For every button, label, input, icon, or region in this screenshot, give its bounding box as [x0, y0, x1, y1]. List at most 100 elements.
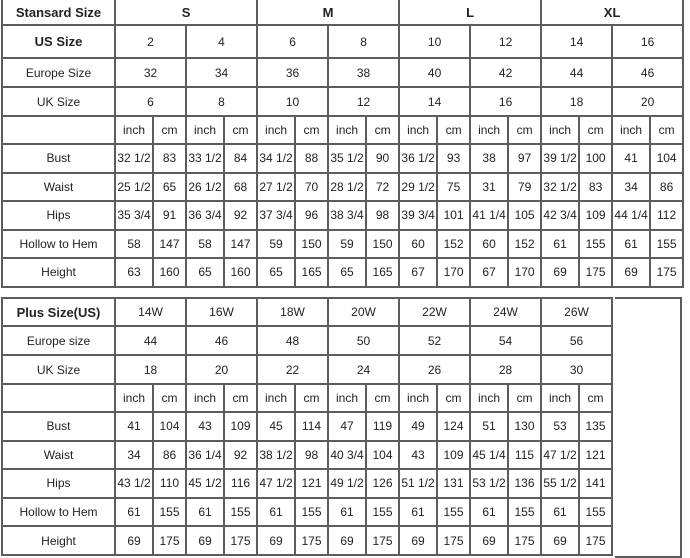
measurement-value: 39 3/4 [398, 200, 439, 231]
units-row: inch cm inch cm inch cm inch cm inch cm inch cm inch… [1, 115, 685, 145]
unit-inch: inch [327, 115, 368, 145]
measurement-value: 53 [540, 411, 580, 442]
measurement-value: 45 1/4 [469, 439, 509, 471]
measurement-value: 155 [578, 228, 614, 259]
measurement-value: 110 [152, 468, 187, 499]
measurement-value: 83 [152, 143, 187, 174]
measurement-value: 65 [152, 171, 187, 202]
plus-measurement-row-bust: Bust 41 104 43 109 45 114 47 119 49 124 51 130 53 135 [1, 411, 613, 442]
measurement-value: 69 [256, 525, 296, 556]
unit-inch: inch [114, 115, 154, 145]
europe-size-value: 40 [398, 57, 472, 88]
measurement-value: 96 [294, 200, 330, 231]
measurement-value: 155 [649, 228, 685, 259]
measurement-value: 33 1/2 [185, 143, 225, 174]
measurement-value: 109 [436, 439, 471, 471]
uk-size-value: 6 [114, 86, 187, 117]
measurement-value: 45 1/2 [185, 468, 225, 499]
unit-inch: inch [540, 115, 581, 145]
plus-us-size: 22W [398, 297, 471, 327]
measurement-value: 32 1/2 [114, 143, 154, 174]
measurement-value: 60 [398, 228, 439, 259]
header-row: Stansard Size S M L XL [1, 0, 685, 26]
plus-uk-size-label: UK Size [1, 354, 116, 385]
measurement-label: Waist [1, 171, 116, 202]
measurement-value: 61 [114, 496, 154, 528]
plus-units-row: inch cm inch cm inch cm inch cm inch cm inch cm inch… [1, 383, 613, 413]
us-size-value: 6 [256, 24, 330, 59]
unit-inch: inch [185, 115, 225, 145]
measurement-value: 155 [152, 496, 187, 528]
measurement-value: 165 [365, 257, 401, 288]
measurement-label: Height [1, 525, 116, 556]
unit-inch: inch [256, 115, 297, 145]
plus-uk-size-value: 30 [540, 354, 613, 385]
measurement-label: Bust [1, 411, 116, 442]
measurement-value: 68 [222, 171, 259, 202]
measurement-value: 63 [114, 257, 154, 288]
measurement-value: 141 [578, 468, 613, 499]
measurement-value: 114 [294, 411, 329, 442]
plus-europe-size-row: Europe size 44 46 48 50 52 54 56 [1, 325, 613, 356]
letter-size-m: M [256, 0, 401, 26]
measurement-label: Waist [1, 439, 116, 471]
measurement-value: 170 [507, 257, 543, 288]
measurement-value: 152 [436, 228, 472, 259]
measurement-value: 92 [222, 200, 259, 231]
measurement-value: 38 [469, 143, 510, 174]
measurement-value: 41 [611, 143, 652, 174]
measurement-value: 31 [469, 171, 510, 202]
measurement-value: 47 1/2 [540, 439, 580, 471]
measurement-value: 42 3/4 [540, 200, 581, 231]
plus-europe-size-value: 52 [398, 325, 471, 356]
plus-measurement-row-waist: Waist 34 86 36 1/4 92 38 1/2 98 40 3/4 104 43 109 4… [1, 439, 613, 471]
measurement-value: 97 [507, 143, 543, 174]
plus-europe-size-value: 56 [540, 325, 613, 356]
measurement-value: 155 [436, 496, 471, 528]
measurement-value: 86 [649, 171, 685, 202]
measurement-value: 47 1/2 [256, 468, 296, 499]
measurement-value: 69 [327, 525, 367, 556]
uk-size-value: 8 [184, 86, 259, 117]
uk-size-value: 18 [540, 86, 614, 117]
measurement-value: 41 1/4 [469, 200, 510, 231]
unit-cm: cm [294, 115, 330, 145]
letter-size-xl: XL [540, 0, 685, 26]
unit-cm: cm [294, 383, 329, 413]
unit-cm: cm [507, 115, 543, 145]
measurement-value: 65 [185, 257, 225, 288]
measurement-value: 34 [611, 171, 652, 202]
plus-us-size: 26W [540, 297, 613, 327]
europe-size-value: 36 [256, 57, 330, 88]
plus-us-size: 20W [327, 297, 400, 327]
europe-size-value: 44 [540, 57, 614, 88]
measurement-value: 44 1/4 [611, 200, 652, 231]
measurement-value: 175 [578, 525, 613, 556]
measurement-value: 69 [398, 525, 438, 556]
us-size-value: 4 [184, 24, 259, 59]
plus-uk-size-value: 20 [185, 354, 258, 385]
measurement-value: 119 [365, 411, 400, 442]
measurement-value: 61 [185, 496, 225, 528]
measurement-value: 104 [365, 439, 400, 471]
plus-uk-size-value: 28 [469, 354, 542, 385]
unit-cm: cm [649, 115, 685, 145]
measurement-value: 34 1/2 [256, 143, 297, 174]
measurement-value: 109 [578, 200, 614, 231]
plus-measurement-row-height: Height 69 175 69 175 69 175 69 175 69 175 69 175 69 17… [1, 525, 613, 556]
measurement-value: 67 [398, 257, 439, 288]
europe-size-row: Europe Size 32 34 36 38 40 42 44 46 [1, 57, 685, 88]
measurement-value: 69 [540, 525, 580, 556]
measurement-value: 147 [222, 228, 259, 259]
measurement-row-hips: Hips 35 3/4 91 36 3/4 92 37 3/4 96 38 3/4 98 39 3… [1, 200, 685, 231]
measurement-value: 175 [578, 257, 614, 288]
measurement-value: 37 3/4 [256, 200, 297, 231]
measurement-label: Hollow to Hem [1, 496, 116, 528]
measurement-value: 101 [436, 200, 472, 231]
uk-size-value: 20 [611, 86, 685, 117]
measurement-value: 155 [365, 496, 400, 528]
measurement-value: 88 [294, 143, 330, 174]
measurement-value: 150 [365, 228, 401, 259]
measurement-value: 40 3/4 [327, 439, 367, 471]
measurement-value: 55 1/2 [540, 468, 580, 499]
